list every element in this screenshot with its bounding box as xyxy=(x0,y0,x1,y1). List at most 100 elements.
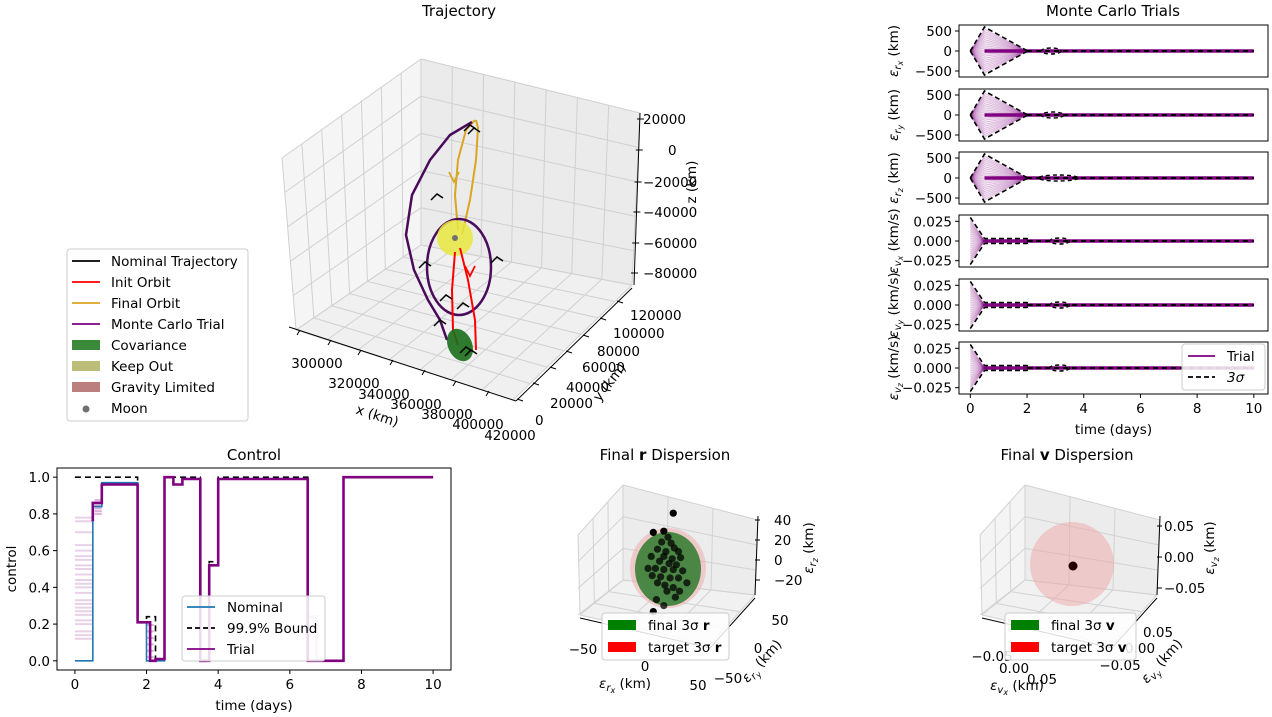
x-tick-label: 2 xyxy=(142,677,151,693)
dispersion-point xyxy=(657,573,665,581)
gridline xyxy=(1112,508,1116,591)
subsubscript: y xyxy=(896,319,905,325)
subsubscript: z xyxy=(896,187,905,193)
y-axis-label: εvz (km/s) xyxy=(886,336,905,401)
gridline xyxy=(994,518,997,604)
y-tick-label: 0.0 xyxy=(29,654,50,670)
y-tick-label: 0.05 xyxy=(1143,625,1173,641)
gridline xyxy=(301,143,315,318)
panel-title: Final r Dispersion xyxy=(600,446,731,464)
dispersion-point xyxy=(1068,561,1078,571)
title-text: Final xyxy=(600,446,639,464)
gridline xyxy=(979,484,1026,536)
gridline xyxy=(321,129,333,306)
x-tick-label: 360000 xyxy=(390,397,442,413)
gridline xyxy=(1024,484,1161,521)
symbol: ε xyxy=(886,266,902,273)
legend-text: target 3σ xyxy=(1051,640,1118,656)
x-tick-label: 0 xyxy=(966,401,975,417)
z-axis-line xyxy=(754,515,759,596)
final-sigma-ellipsoid xyxy=(635,532,701,606)
subscript: v xyxy=(1209,560,1220,567)
unit: (km) xyxy=(1008,678,1044,694)
dispersion-point xyxy=(656,557,664,565)
trajectory-gridlines xyxy=(281,58,641,401)
symbol: ε xyxy=(886,196,902,203)
gridline xyxy=(577,547,624,589)
subsubscript: z xyxy=(1212,556,1221,562)
three-sigma-upper xyxy=(969,25,1028,52)
dispersion-point xyxy=(683,579,691,587)
dispersion-point xyxy=(652,596,661,604)
x-tick-label: 10 xyxy=(424,677,441,693)
dispersion-point xyxy=(658,538,666,546)
y-tick-label: 0 xyxy=(535,413,544,429)
subsubscript: y xyxy=(896,125,905,131)
y-tick-label: 0 xyxy=(943,171,952,187)
legend-patch-swatch xyxy=(608,620,636,630)
title-text: Dispersion xyxy=(1050,446,1134,464)
y-tick-label: −500 xyxy=(915,191,952,207)
y-tick-label: 50 xyxy=(771,613,788,629)
subsubscript: y xyxy=(753,670,764,680)
y-tick xyxy=(516,398,524,402)
subscript: r xyxy=(749,671,761,682)
gridline xyxy=(979,534,983,616)
gridline xyxy=(290,170,422,262)
gridline xyxy=(622,484,759,521)
nominal-trajectory-arrow xyxy=(467,127,481,135)
y-tick-label: 500 xyxy=(926,88,952,104)
gridline xyxy=(450,273,573,381)
final-orbit-arrow xyxy=(448,171,460,185)
symbol: ε xyxy=(886,393,902,400)
monte-carlo-legend: Trial 3σ xyxy=(1181,343,1266,391)
three-sigma-bulge xyxy=(1040,47,1062,55)
gridline xyxy=(979,547,1026,589)
legend-frame xyxy=(66,248,249,422)
gridline xyxy=(360,101,368,282)
dispersion-point xyxy=(648,572,656,580)
gridline xyxy=(400,73,404,258)
unit: (km) xyxy=(886,89,902,125)
subscript: r xyxy=(893,65,904,70)
three-sigma-lower xyxy=(969,50,1028,77)
legend-item: Final Orbit xyxy=(72,296,180,312)
z-tick-label: −80000 xyxy=(643,266,697,282)
symbol: ε xyxy=(1202,567,1218,574)
monte-carlo-subplot: 500 0 −500 εrz (km) xyxy=(886,151,1269,207)
dispersion-point xyxy=(660,566,668,574)
control-panel: Control 0.0 0.2 0.4 0.6 0.8 1.0 0 2 4 6 8 10 time (da… xyxy=(4,446,452,714)
title-text: Dispersion xyxy=(646,446,730,464)
gridline xyxy=(571,97,578,274)
subsubscript: x xyxy=(609,686,615,695)
z-tick-label: 0.00 xyxy=(1164,550,1194,566)
y-tick-label: 60000 xyxy=(582,360,625,376)
legend-bold: r xyxy=(703,618,710,634)
legend-bold: v xyxy=(1106,618,1115,634)
symbol: ε xyxy=(886,330,902,337)
legend-item: Monte Carlo Trial xyxy=(72,317,225,333)
back-pane xyxy=(1025,485,1160,595)
y-axis-line xyxy=(515,287,633,402)
legend-item: Nominal Trajectory xyxy=(72,254,238,270)
y-tick-label: −500 xyxy=(915,128,952,144)
dispersion-point xyxy=(677,554,685,562)
title-bold: v xyxy=(1040,446,1050,464)
subsubscript: z xyxy=(896,382,905,388)
y-axis-label: εrz (km) xyxy=(886,152,905,203)
gridline xyxy=(1024,547,1159,571)
y-tick-label: 120000 xyxy=(630,308,682,324)
dispersion-point xyxy=(644,564,652,573)
nominal-trajectory-arrow xyxy=(430,193,444,201)
x-tick-label: 0.00 xyxy=(999,661,1029,677)
moon-icon xyxy=(82,405,90,413)
legend-text: target 3σ xyxy=(648,640,715,656)
left-pane xyxy=(282,59,421,330)
three-sigma-lower xyxy=(969,177,1028,204)
x-tick-label: 0 xyxy=(641,659,650,675)
y-tick-label: 500 xyxy=(926,151,952,167)
legend-patch-swatch xyxy=(72,361,100,371)
